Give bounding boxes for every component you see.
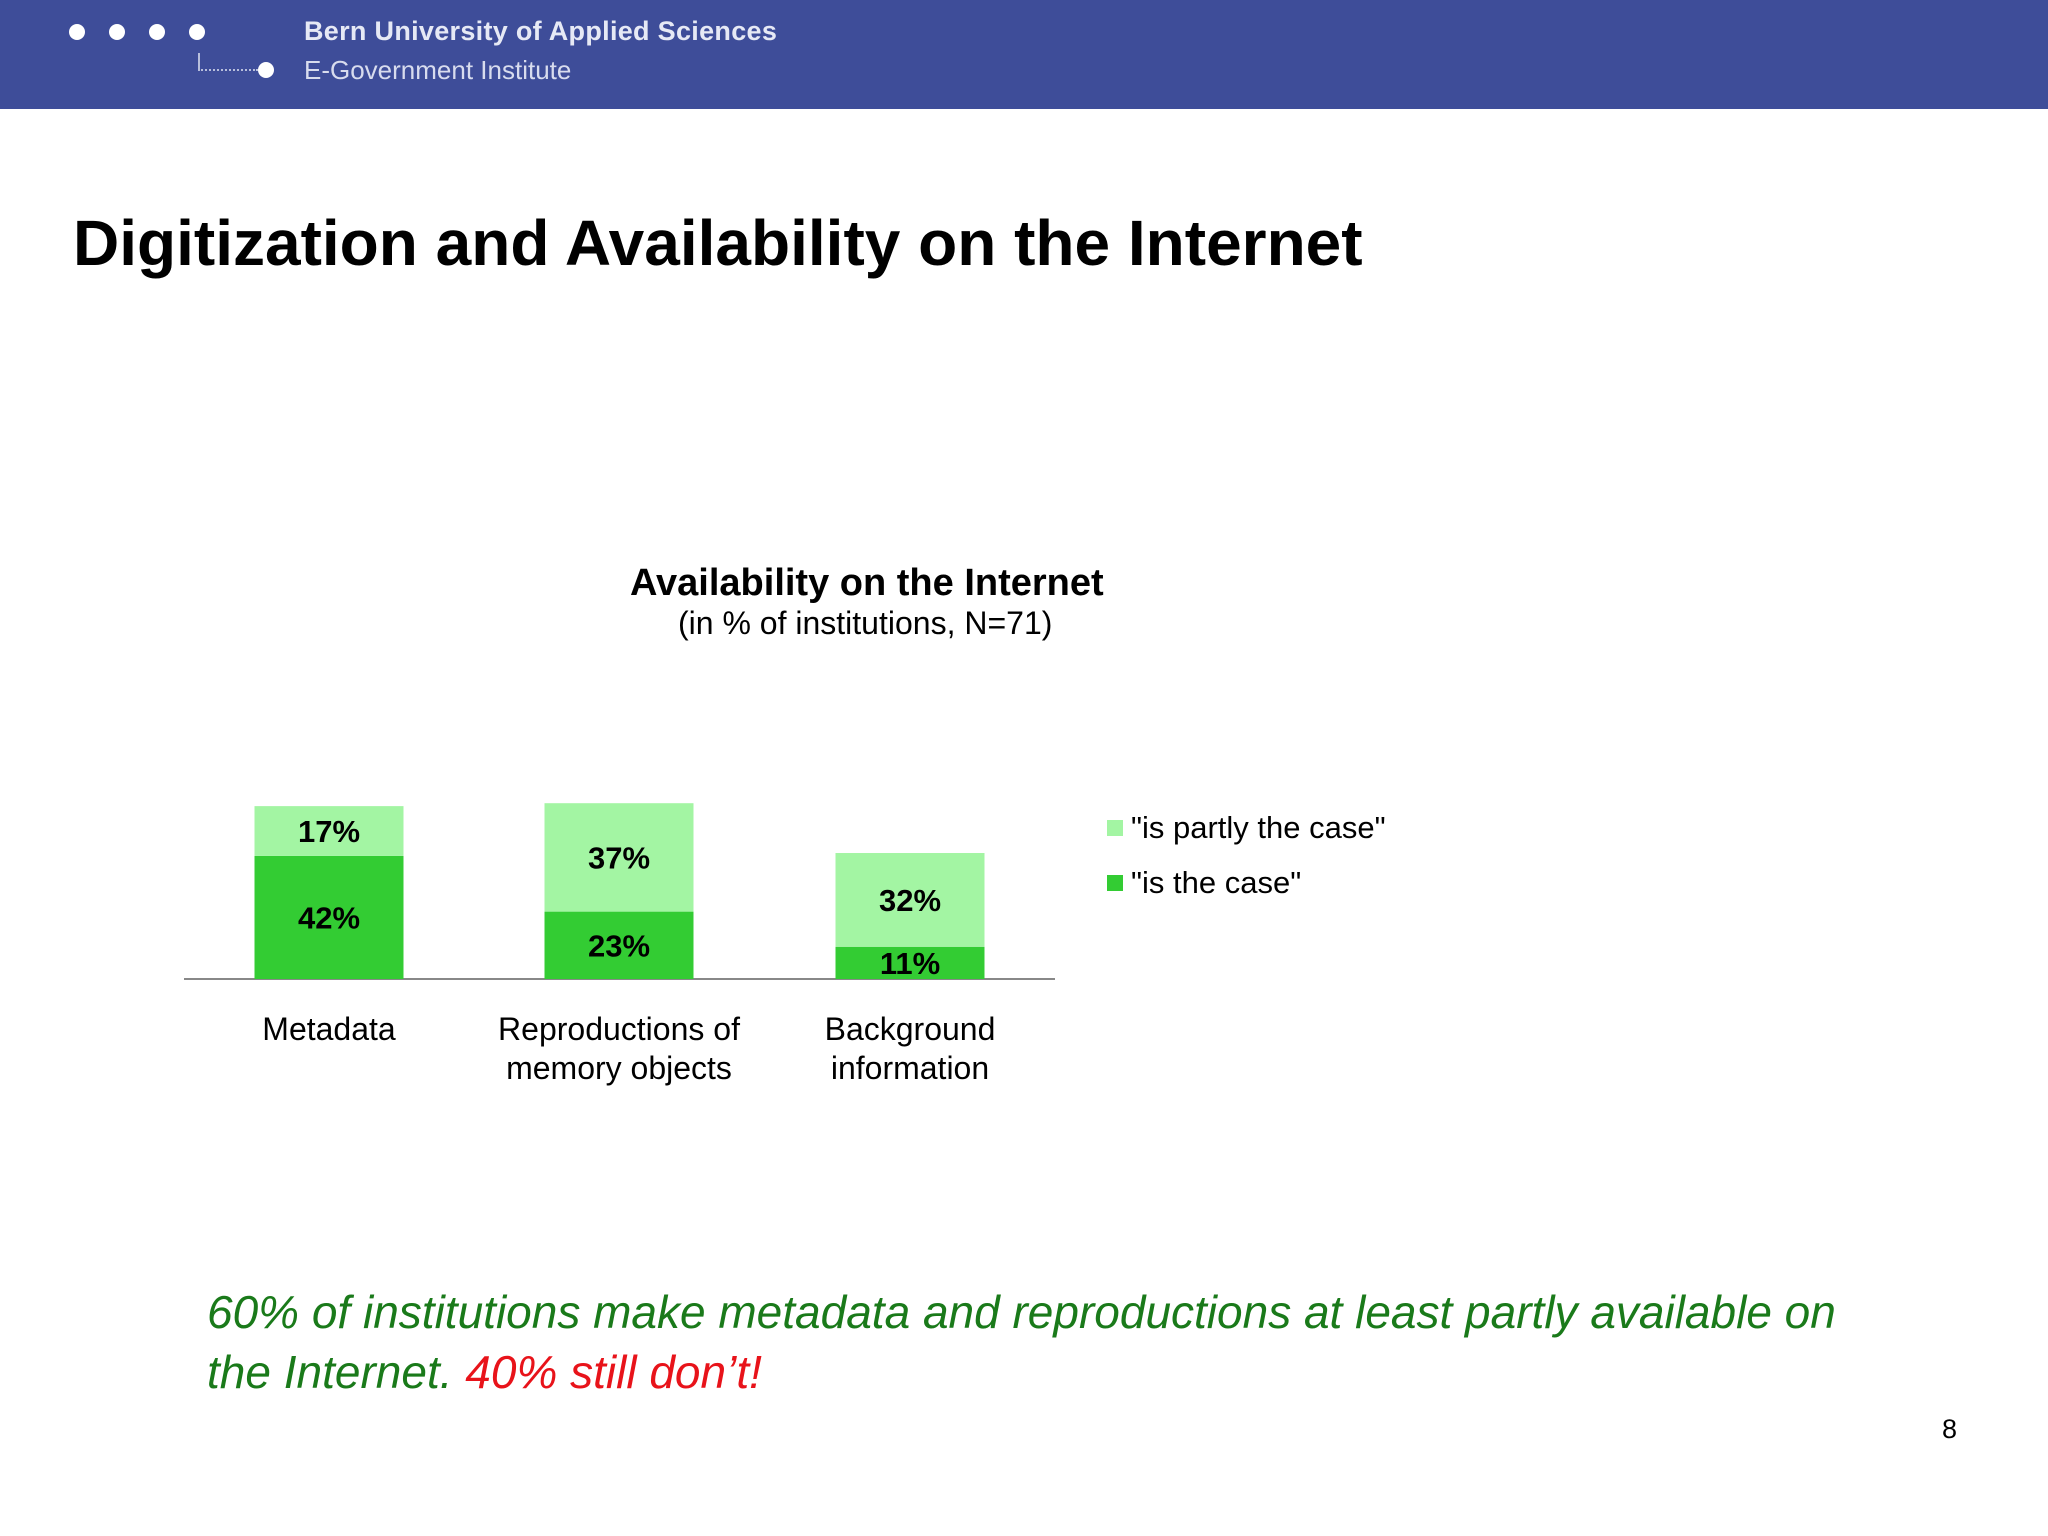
category-label-reproductions-of-memory-objects-line-0: Reproductions of — [498, 1011, 740, 1047]
legend-swatch-partly — [1107, 820, 1123, 836]
chart-title: Availability on the Internet — [630, 562, 1104, 604]
category-label-background-information-line-0: Background — [825, 1011, 996, 1047]
legend-label-is-case: "is the case" — [1131, 865, 1302, 900]
bar-reproductions-of-memory-objects-series-0 — [544, 911, 694, 979]
legend-label-partly: "is partly the case" — [1131, 810, 1386, 845]
category-label-reproductions-of-memory-objects-line-1: memory objects — [506, 1050, 732, 1086]
data-label-metadata-series-0: 42% — [298, 900, 360, 935]
legend-swatch-is-case — [1107, 875, 1123, 891]
chart-subtitle: (in % of institutions, N=71) — [678, 605, 1053, 641]
header-bar: Bern University of Applied Sciences E-Go… — [0, 0, 2048, 109]
data-label-background-information-series-1: 32% — [879, 883, 941, 918]
data-label-reproductions-of-memory-objects-series-0: 23% — [588, 928, 650, 963]
category-label-metadata-line-0: Metadata — [262, 1011, 396, 1047]
conclusion-warning: 40% still don’t! — [465, 1346, 762, 1398]
bar-background-information-series-1 — [835, 853, 985, 947]
bar-reproductions-of-memory-objects-series-1 — [544, 803, 694, 912]
slide-title: Digitization and Availability on the Int… — [73, 207, 1363, 279]
conclusion-main: 60% of institutions make metadata and re… — [207, 1286, 1836, 1398]
bar-metadata-series-1 — [254, 806, 404, 856]
data-label-reproductions-of-memory-objects-series-1: 37% — [588, 840, 650, 875]
page-number: 8 — [1942, 1414, 1958, 1444]
org-name: Bern University of Applied Sciences — [304, 16, 778, 46]
conclusion-text: 60% of institutions make metadata and re… — [207, 1282, 1887, 1402]
org-unit: E-Government Institute — [304, 55, 572, 85]
data-label-background-information-series-0: 11% — [880, 946, 940, 981]
bar-metadata-series-0 — [254, 855, 404, 979]
bar-background-information-series-0 — [835, 946, 985, 979]
data-label-metadata-series-1: 17% — [298, 814, 360, 849]
category-label-background-information-line-1: information — [831, 1050, 989, 1086]
